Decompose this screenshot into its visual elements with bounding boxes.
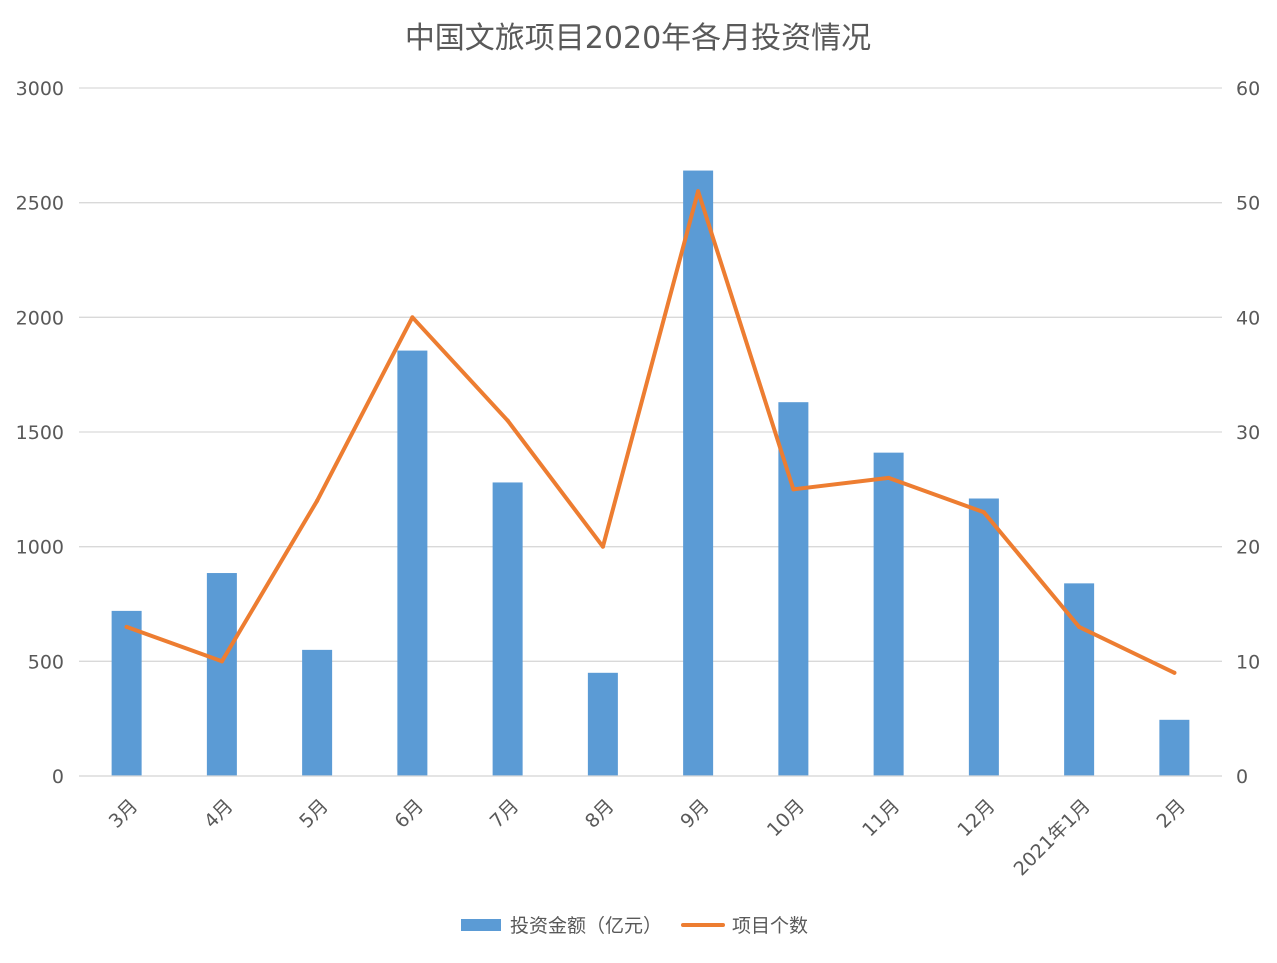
x-axis-tick-label: 8月: [581, 795, 619, 833]
x-axis-tick-label: 3月: [105, 795, 143, 833]
bar-9月: [683, 170, 714, 776]
x-axis-tick-label: 4月: [200, 795, 238, 833]
left-axis-tick-label: 3000: [16, 78, 64, 100]
right-axis-tick-label: 30: [1236, 422, 1260, 444]
left-axis-tick-label: 0: [52, 766, 64, 788]
line-point-8月: [600, 544, 605, 549]
line-point-4月: [219, 659, 224, 664]
legend: 投资金额（亿元） 项目个数: [461, 915, 808, 937]
x-axis-tick-label: 7月: [486, 795, 524, 833]
legend-line-label: 项目个数: [732, 915, 808, 937]
x-axis-tick-label: 2月: [1152, 795, 1190, 833]
right-axis: 0 10 20 30 40 50 60: [1236, 78, 1260, 788]
bar-8月: [587, 672, 618, 776]
line-point-6月: [410, 315, 415, 320]
legend-bar-swatch: [461, 919, 501, 931]
bar-12月: [968, 498, 999, 776]
bar-6月: [397, 350, 428, 776]
bar-11月: [873, 452, 904, 776]
bar-7月: [492, 482, 523, 776]
bar-3月: [111, 610, 142, 776]
line-project-count: [124, 189, 1177, 675]
x-axis-tick-label: 12月: [953, 795, 999, 841]
left-axis-tick-label: 1000: [16, 537, 64, 559]
left-axis-tick-label: 500: [28, 651, 64, 673]
x-axis-tick-label: 9月: [676, 795, 714, 833]
right-axis-tick-label: 50: [1236, 193, 1260, 215]
bar-2月: [1159, 719, 1190, 776]
line-point-2月: [1172, 670, 1177, 675]
legend-bar-label: 投资金额（亿元）: [510, 915, 662, 937]
left-axis-tick-label: 1500: [16, 422, 64, 444]
line-point-12月: [981, 510, 986, 515]
bar-series: [111, 170, 1190, 776]
line-point-11月: [886, 475, 891, 480]
right-axis-tick-label: 40: [1236, 307, 1260, 329]
right-axis-tick-label: 20: [1236, 537, 1260, 559]
right-axis-tick-label: 0: [1236, 766, 1248, 788]
bar-4月: [206, 573, 237, 776]
line-point-5月: [315, 498, 320, 503]
bar-5月: [302, 649, 333, 776]
x-axis-tick-label: 10月: [763, 795, 809, 841]
x-axis-tick-label: 5月: [295, 795, 333, 833]
x-axis-tick-label: 6月: [390, 795, 428, 833]
line-point-2021年1月: [1077, 624, 1082, 629]
chart-title: 中国文旅项目2020年各月投资情况: [405, 21, 871, 56]
x-axis-tick-label: 11月: [858, 795, 904, 841]
line-point-3月: [124, 624, 129, 629]
line-point-9月: [696, 189, 701, 194]
line-series: [124, 189, 1177, 675]
right-axis-tick-label: 10: [1236, 651, 1260, 673]
gridlines: [79, 87, 1222, 777]
x-axis-tick-label: 2021年1月: [1010, 795, 1095, 880]
x-axis: 3月 4月 5月 6月 7月 8月 9月 10月 11月 12月 2021年1月 2月: [79, 775, 1222, 880]
left-axis-tick-label: 2000: [16, 307, 64, 329]
line-point-7月: [505, 418, 510, 423]
line-point-10月: [791, 487, 796, 492]
right-axis-tick-label: 60: [1236, 78, 1260, 100]
left-axis-tick-label: 2500: [16, 193, 64, 215]
left-axis: 0 500 1000 1500 2000 2500 3000: [16, 78, 64, 788]
